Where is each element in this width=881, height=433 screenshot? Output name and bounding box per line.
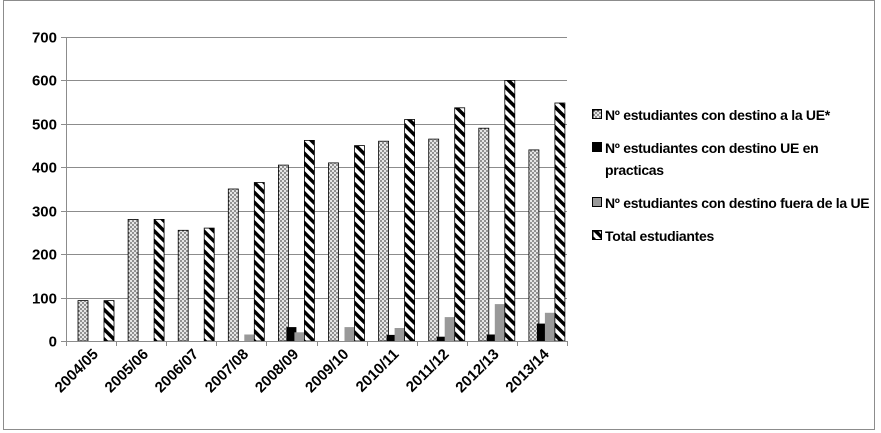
legend-swatch-fuera (592, 197, 602, 207)
bar-dotted-2008-09 (278, 165, 288, 341)
x-tick-label: 2007/08 (202, 346, 252, 396)
legend-label-fuera: Nº estudiantes con destino fuera de la U… (605, 192, 869, 214)
x-tick-label: 2013/14 (502, 345, 553, 396)
bar-solid-gray-2012-13 (495, 304, 505, 341)
legend-item-total: Total estudiantes (592, 225, 877, 247)
legend: Nº estudiantes con destino a la UE* Nº e… (592, 104, 877, 258)
bar-diagonal-stripes-2013-14 (555, 103, 565, 341)
legend-item-fuera: Nº estudiantes con destino fuera de la U… (592, 192, 877, 214)
x-tick-labels: 2004/05 2005/06 2006/07 2007/08 2008/09 2009/… (52, 345, 554, 396)
bar-dotted-2007-08 (228, 189, 238, 341)
bar-diagonal-stripes-2009-10 (355, 146, 365, 341)
legend-swatch-total (592, 230, 602, 240)
bar-diagonal-stripes-2005-06 (154, 219, 164, 341)
bar-diagonal-stripes-2012-13 (505, 80, 515, 341)
bar-dotted-2009-10 (329, 163, 339, 341)
bars (78, 80, 565, 341)
y-tick-label: 100 (32, 291, 57, 308)
bar-dotted-2006-07 (178, 230, 188, 341)
bar-solid-gray-2009-10 (345, 327, 355, 341)
x-tick-label: 2005/06 (102, 346, 152, 396)
y-tick-label: 200 (32, 247, 57, 264)
bar-solid-gray-2010-11 (395, 328, 405, 341)
y-tick-label: 300 (32, 204, 57, 221)
bar-dotted-2005-06 (128, 219, 138, 341)
bar-solid-gray-2008-09 (294, 332, 304, 341)
legend-item-ue: Nº estudiantes con destino a la UE* (592, 104, 877, 126)
bar-solid-gray-2007-08 (244, 335, 254, 342)
bar-dotted-2004-05 (78, 301, 88, 341)
bar-solid-gray-2013-14 (545, 313, 555, 341)
bar-diagonal-stripes-2006-07 (204, 228, 214, 341)
x-tick-label: 2010/11 (353, 346, 403, 396)
bar-diagonal-stripes-2011-12 (455, 108, 465, 341)
x-tick-label: 2008/09 (252, 346, 302, 396)
bar-solid-gray-2011-12 (445, 317, 455, 341)
bar-dotted-2011-12 (429, 139, 439, 341)
y-tick-label: 500 (32, 117, 57, 134)
y-tick-label: 400 (32, 160, 57, 177)
y-tick-label: 700 (32, 30, 57, 47)
x-tick-label: 2004/05 (52, 346, 102, 396)
bar-diagonal-stripes-2008-09 (304, 140, 314, 341)
legend-swatch-practicas (592, 142, 602, 152)
legend-label-ue: Nº estudiantes con destino a la UE* (605, 104, 830, 126)
bar-dotted-2012-13 (479, 128, 489, 341)
x-tick-label: 2011/12 (403, 346, 453, 396)
legend-swatch-ue (592, 109, 602, 119)
bar-dotted-2010-11 (379, 141, 389, 341)
legend-label-practicas: Nº estudiantes con destino UE en practic… (605, 137, 877, 181)
gridlines (66, 38, 567, 299)
x-tick-label: 2006/07 (152, 346, 202, 396)
y-tick-label: 600 (32, 73, 57, 90)
legend-item-practicas: Nº estudiantes con destino UE en practic… (592, 137, 877, 181)
legend-label-total: Total estudiantes (605, 225, 714, 247)
x-tick-label: 2009/10 (302, 346, 352, 396)
y-tick-labels: 0 100 200 300 400 500 600 700 (32, 30, 57, 351)
bar-diagonal-stripes-2007-08 (254, 183, 264, 342)
bar-diagonal-stripes-2004-05 (104, 301, 114, 341)
y-tick-label: 0 (49, 334, 57, 351)
bar-dotted-2013-14 (529, 150, 539, 341)
x-tick-label: 2012/13 (452, 346, 502, 396)
bar-diagonal-stripes-2010-11 (405, 120, 415, 342)
